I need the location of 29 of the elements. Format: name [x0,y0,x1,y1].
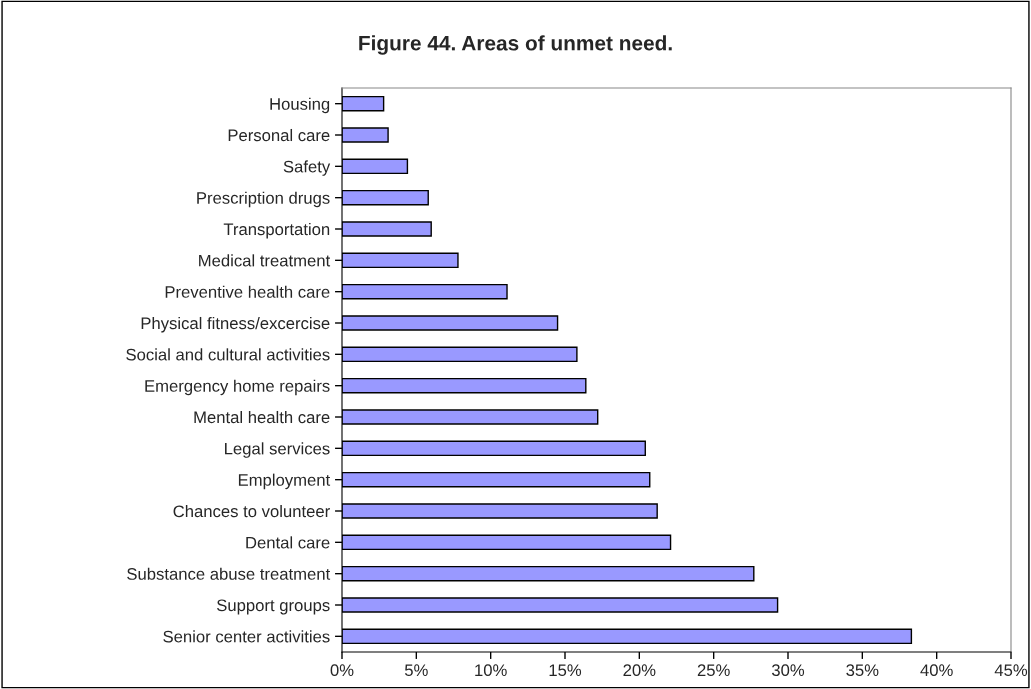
y-tick-label: Emergency home repairs [145,379,330,396]
chart-title: Figure 44. Areas of unmet need. [359,35,672,55]
x-tick-label: 0% [330,664,354,677]
y-tick-label: Legal services [225,442,330,458]
x-tick-label: 25% [697,664,730,677]
y-tick-label: Housing [270,97,330,114]
y-tick-label: Chances to volunteer [173,504,330,518]
x-tick-label: 30% [771,664,805,677]
y-tick-label: Substance abuse treatment [127,567,331,580]
x-tick-label: 20% [623,664,656,677]
y-tick-label: Senior center activities [163,630,330,643]
y-tick-label: Support groups [217,599,330,615]
x-tick-label: 10% [475,664,507,677]
x-tick-label: 45% [994,664,1028,677]
x-tick-label: 35% [846,664,879,677]
y-tick-label: Social and cultural activities [126,348,330,361]
y-tick-label: Mental health care [194,410,330,424]
y-tick-label: Prescription drugs [197,191,330,208]
y-tick-label: Safety [283,160,331,176]
x-tick-label: 15% [549,664,582,677]
y-tick-label: Medical treatment [199,254,331,267]
x-tick-label: 40% [920,664,953,677]
y-tick-label: Personal care [228,128,330,142]
y-tick-label: Physical fitness/excercise [141,316,330,333]
y-tick-label: Preventive health care [165,285,330,298]
y-tick-label: Dental care [246,536,330,549]
y-tick-label: Employment [238,473,331,490]
x-tick-label: 5% [404,664,428,677]
y-tick-label: Transportation [223,222,330,239]
